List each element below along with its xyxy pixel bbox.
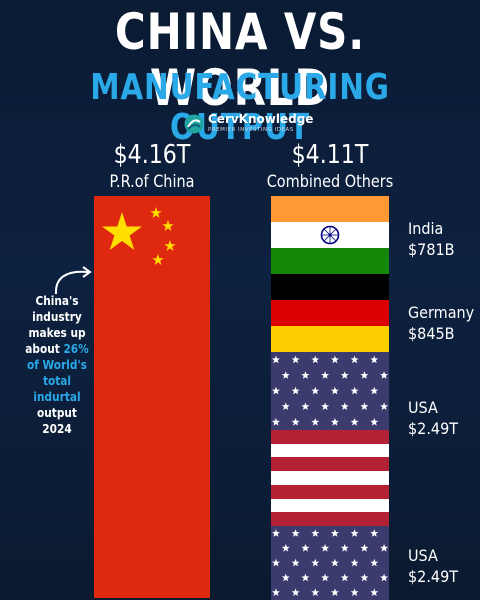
- usa-star: [321, 573, 330, 582]
- page-subtitle: MANUFACTURING OUTPUT: [90, 67, 390, 148]
- usa-star: [330, 386, 339, 395]
- usa-star: [291, 588, 300, 596]
- usa-star: [370, 386, 379, 395]
- usa-star: [350, 418, 359, 426]
- usa-star: [321, 402, 330, 410]
- usa-star: [271, 588, 280, 596]
- usa-star: [370, 529, 379, 537]
- usa-star: [301, 402, 310, 410]
- usa-stars-icon: [271, 529, 389, 596]
- usa-stripe: [271, 430, 389, 444]
- usa-star: [291, 558, 300, 567]
- usa-star: [380, 402, 389, 410]
- usa-star: [311, 386, 320, 395]
- segment-usa-1: [271, 352, 389, 526]
- usa-star: [301, 573, 310, 582]
- usa-star: [370, 418, 379, 426]
- usa-star: [321, 544, 330, 552]
- others-value-label: $4.11T: [291, 140, 369, 170]
- segment-germany: [271, 274, 389, 352]
- usa-star: [291, 386, 300, 395]
- usa-stripe: [271, 484, 389, 499]
- segment-india: [271, 196, 389, 274]
- usa-star: [271, 529, 280, 537]
- china-share-callout: China's industry makes up about 26% of W…: [25, 294, 89, 436]
- usa-star: [360, 371, 369, 379]
- usa-star: [380, 544, 389, 552]
- usa-star: [291, 529, 300, 537]
- usa-star: [311, 418, 320, 426]
- usa-star: [340, 402, 349, 410]
- usa-star: [291, 355, 300, 364]
- usa-star: [291, 418, 300, 426]
- page-title: CHINA VS. WORLD: [114, 3, 366, 117]
- usa-star: [340, 573, 349, 582]
- usa-star: [340, 371, 349, 379]
- usa-star: [370, 558, 379, 567]
- brand-name: CervKnowledge: [208, 112, 314, 126]
- usa-star: [271, 355, 280, 364]
- usa-star: [271, 418, 280, 426]
- usa-star: [321, 371, 330, 379]
- country-label-usa-2: USA $2.49T: [408, 546, 459, 586]
- usa-stripe: [271, 498, 389, 513]
- usa-star: [350, 355, 359, 364]
- usa-star: [330, 355, 339, 364]
- usa-star: [281, 371, 290, 379]
- usa-star: [330, 558, 339, 567]
- others-name-label: Combined Others: [266, 172, 394, 192]
- usa-stripe: [271, 443, 389, 458]
- ashoka-chakra-icon: [320, 225, 340, 245]
- usa-star: [380, 371, 389, 379]
- usa-star: [301, 371, 310, 379]
- usa-star: [350, 529, 359, 537]
- usa-star: [340, 544, 349, 552]
- usa-stars-icon: [271, 355, 389, 426]
- usa-stripe: [271, 457, 389, 472]
- usa-star: [311, 588, 320, 596]
- chart-bar-others: [271, 196, 389, 600]
- usa-star: [350, 588, 359, 596]
- usa-star: [281, 402, 290, 410]
- brand-tagline: PREMIER INVESTING IDEAS: [208, 127, 294, 133]
- usa-stripe: [271, 471, 389, 485]
- usa-star: [330, 418, 339, 426]
- usa-star: [271, 558, 280, 567]
- china-value-label: $4.16T: [113, 140, 191, 170]
- cervknowledge-logo-icon: [184, 114, 204, 134]
- usa-star: [350, 386, 359, 395]
- usa-star: [330, 588, 339, 596]
- usa-star: [380, 573, 389, 582]
- usa-star: [311, 529, 320, 537]
- country-label-usa-1: USA $2.49T: [408, 398, 459, 438]
- usa-star: [360, 573, 369, 582]
- usa-star: [370, 588, 379, 596]
- usa-star: [370, 355, 379, 364]
- curved-arrow-icon: [54, 266, 92, 295]
- usa-star: [281, 573, 290, 582]
- usa-stripe: [271, 512, 389, 526]
- usa-star: [281, 544, 290, 552]
- usa-star: [360, 402, 369, 410]
- usa-star: [301, 544, 310, 552]
- usa-star: [330, 529, 339, 537]
- usa-star: [360, 544, 369, 552]
- china-flag-stars-icon: [102, 207, 176, 265]
- china-name-label: P.R.of China: [109, 172, 195, 192]
- usa-star: [311, 355, 320, 364]
- usa-star: [350, 558, 359, 567]
- country-label-germany: Germany $845B: [408, 303, 475, 343]
- segment-usa-2: [271, 526, 389, 600]
- usa-star: [271, 386, 280, 395]
- usa-stripes: [271, 430, 389, 526]
- usa-star: [311, 558, 320, 567]
- chart-bar-china: [94, 196, 210, 598]
- country-label-india: India $781B: [408, 219, 455, 259]
